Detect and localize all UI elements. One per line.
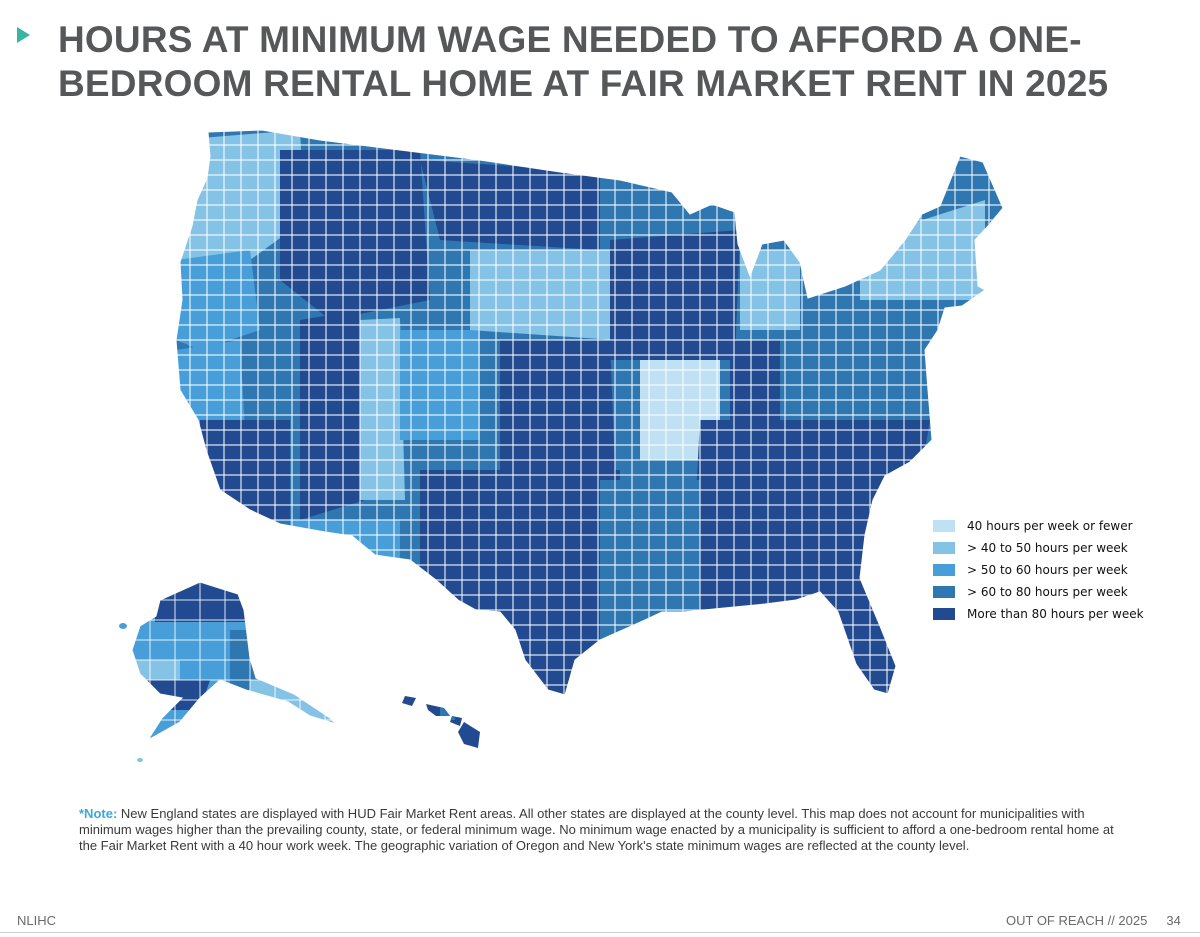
alaska-region bbox=[119, 581, 337, 762]
legend-item: 40 hours per week or fewer bbox=[933, 515, 1173, 537]
footer-divider bbox=[0, 932, 1200, 933]
legend-swatch bbox=[933, 564, 955, 576]
legend-item: > 40 to 50 hours per week bbox=[933, 537, 1173, 559]
map-legend: 40 hours per week or fewer > 40 to 50 ho… bbox=[933, 515, 1173, 625]
footer-org: NLIHC bbox=[17, 913, 57, 928]
footer-report-title: OUT OF REACH // 2025 bbox=[1006, 913, 1148, 928]
legend-swatch bbox=[933, 608, 955, 620]
map-note: *Note: New England states are displayed … bbox=[79, 806, 1124, 854]
legend-item: More than 80 hours per week bbox=[933, 603, 1173, 625]
legend-item: > 50 to 60 hours per week bbox=[933, 559, 1173, 581]
footer-report-info: OUT OF REACH // 2025 34 bbox=[1006, 913, 1181, 928]
legend-swatch bbox=[933, 520, 955, 532]
legend-label: > 60 to 80 hours per week bbox=[967, 585, 1128, 599]
page-number: 34 bbox=[1166, 913, 1181, 928]
legend-label: > 40 to 50 hours per week bbox=[967, 541, 1128, 555]
legend-swatch bbox=[933, 586, 955, 598]
legend-label: > 50 to 60 hours per week bbox=[967, 563, 1128, 577]
contiguous-us-region bbox=[175, 129, 1004, 696]
note-label: *Note: bbox=[79, 806, 118, 821]
legend-label: 40 hours per week or fewer bbox=[967, 519, 1133, 533]
legend-item: > 60 to 80 hours per week bbox=[933, 581, 1173, 603]
legend-swatch bbox=[933, 542, 955, 554]
legend-label: More than 80 hours per week bbox=[967, 607, 1144, 621]
hawaii-region bbox=[402, 696, 480, 748]
page-title: HOURS AT MINIMUM WAGE NEEDED TO AFFORD A… bbox=[58, 19, 1109, 104]
title-marker-icon bbox=[17, 27, 30, 43]
note-text: New England states are displayed with HU… bbox=[79, 806, 1114, 853]
